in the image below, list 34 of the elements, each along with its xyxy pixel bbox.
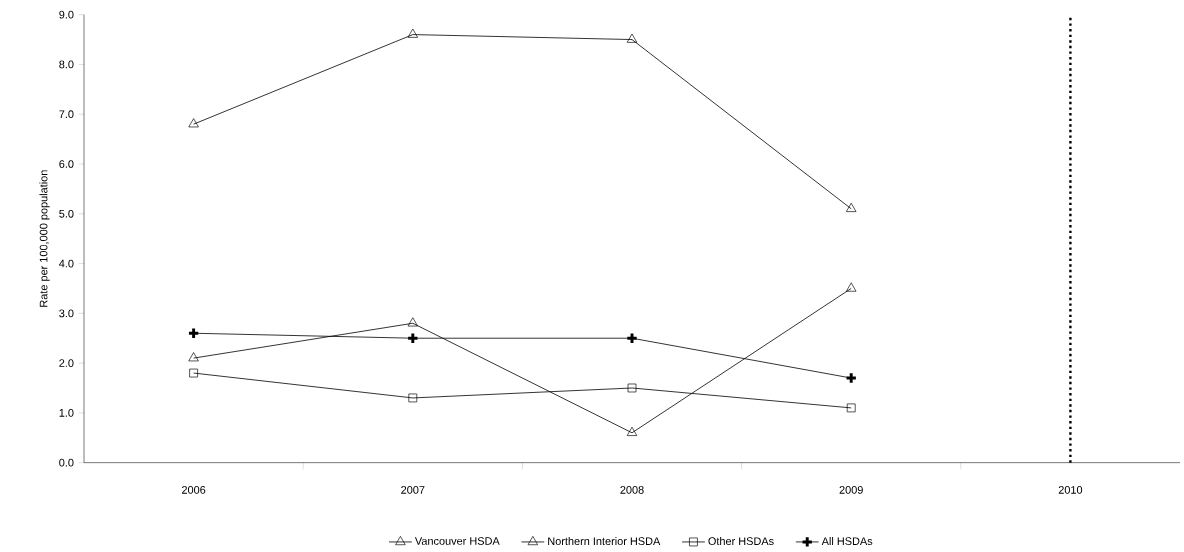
point bbox=[189, 368, 198, 378]
point bbox=[626, 426, 638, 436]
x-tick-label: 2006 bbox=[181, 486, 206, 494]
y-tick-label: 6.0 bbox=[59, 160, 74, 168]
point bbox=[845, 371, 858, 385]
y-tick-label: 4.0 bbox=[59, 259, 74, 268]
y-tick-label: 8.0 bbox=[59, 60, 74, 69]
legend-label: Northern Interior HSDA bbox=[548, 536, 661, 546]
legend-label: All HSDAs bbox=[821, 536, 873, 546]
point bbox=[188, 352, 199, 362]
y-tick-label: 0.0 bbox=[59, 458, 74, 467]
point bbox=[407, 28, 418, 38]
y-axis-title: Rate per 100,000 population bbox=[39, 170, 50, 307]
point bbox=[846, 202, 857, 212]
x-tick-label: 2008 bbox=[620, 486, 644, 494]
point bbox=[625, 332, 639, 345]
legend-label: Vancouver HSDA bbox=[414, 537, 500, 545]
x-tick-label: 2007 bbox=[401, 486, 425, 494]
y-tick-label: 5.0 bbox=[59, 209, 74, 218]
legend-label: Other HSDAs bbox=[708, 536, 774, 546]
point bbox=[846, 403, 856, 413]
point bbox=[627, 383, 637, 393]
point bbox=[626, 33, 638, 43]
point bbox=[846, 282, 857, 292]
point bbox=[407, 317, 418, 327]
point bbox=[188, 118, 199, 128]
x-tick-label: 2009 bbox=[839, 486, 863, 494]
point bbox=[408, 393, 418, 403]
y-tick-label: 7.0 bbox=[59, 110, 74, 119]
y-tick-label: 1.0 bbox=[59, 409, 74, 417]
y-tick-label: 9.0 bbox=[59, 10, 74, 19]
x-tick-label: 2010 bbox=[1058, 486, 1083, 494]
y-tick-label: 2.0 bbox=[59, 359, 74, 367]
y-tick-label: 3.0 bbox=[59, 309, 74, 318]
